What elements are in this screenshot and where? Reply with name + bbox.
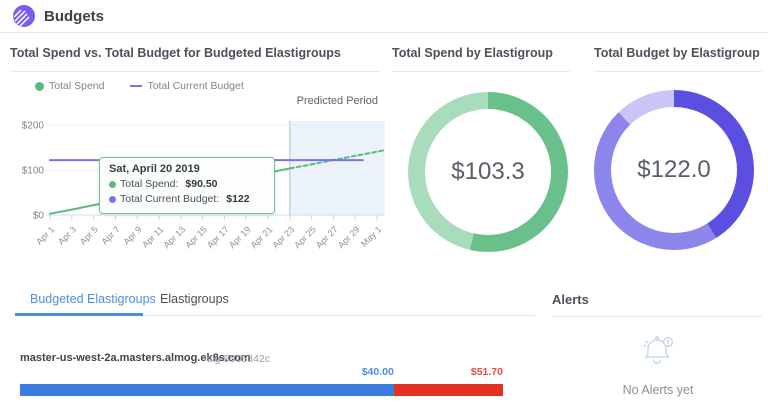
svg-text:Apr 27: Apr 27: [314, 224, 340, 250]
spend-vs-budget-title: Total Spend vs. Total Budget for Budgete…: [10, 46, 341, 60]
divider: [594, 71, 762, 72]
tooltip-spend-label: Total Spend:: [120, 178, 179, 190]
spend-bullet-icon: [109, 181, 116, 189]
svg-text:$0: $0: [33, 211, 45, 222]
svg-text:Apr 13: Apr 13: [161, 224, 187, 250]
legend-item-total-spend[interactable]: Total Spend: [35, 80, 104, 92]
tooltip-spend-value: $90.50: [185, 178, 218, 190]
alerts-empty-state: No Alerts yet: [552, 334, 764, 397]
divider: [552, 316, 762, 317]
over-amount-label: $51.70: [470, 366, 503, 378]
budget-bullet-icon: [109, 196, 116, 204]
app-header: Budgets: [0, 0, 768, 33]
budget-bar-over-segment: [393, 384, 503, 396]
divider: [10, 71, 380, 72]
svg-text:Apr 29: Apr 29: [336, 224, 362, 250]
alerts-title: Alerts: [552, 292, 589, 307]
spotinst-logo-icon: [13, 5, 35, 27]
legend-label: Total Spend: [49, 80, 105, 92]
total-budget-donut: $122.0: [594, 90, 754, 250]
elastigroup-sig: sig-5505342c: [207, 353, 271, 365]
svg-text:Apr 3: Apr 3: [56, 224, 78, 246]
no-alerts-text: No Alerts yet: [622, 383, 694, 397]
tab-elastigroups[interactable]: Elastigroups: [160, 292, 229, 306]
tooltip-budget-value: $122: [226, 193, 250, 206]
svg-text:Apr 19: Apr 19: [227, 224, 253, 250]
total-spend-value: $103.3: [425, 109, 551, 235]
budget-bar-spent-segment: [20, 384, 394, 396]
svg-text:Apr 25: Apr 25: [292, 224, 318, 250]
legend-label: Total Current Budget: [147, 80, 244, 92]
svg-text:Apr 1: Apr 1: [34, 224, 56, 246]
svg-text:Apr 23: Apr 23: [270, 224, 296, 250]
svg-text:May 1: May 1: [359, 224, 383, 248]
svg-text:Apr 21: Apr 21: [249, 224, 275, 250]
total-budget-title: Total Budget by Elastigroup: [594, 46, 760, 60]
page-title: Budgets: [44, 7, 104, 25]
svg-text:Apr 7: Apr 7: [100, 224, 122, 246]
total-spend-donut: $103.3: [408, 92, 568, 252]
divider: [392, 71, 570, 72]
svg-text:Apr 5: Apr 5: [78, 224, 100, 246]
svg-text:Apr 15: Apr 15: [183, 224, 209, 250]
spent-amount-label: $40.00: [361, 366, 394, 378]
chart-legend: Total Spend Total Current Budget: [35, 80, 244, 92]
svg-text:Apr 11: Apr 11: [140, 224, 165, 249]
total-budget-value: $122.0: [611, 107, 737, 233]
tooltip-budget-row: Total Current Budget: $122: [109, 192, 265, 207]
predicted-period-label: Predicted Period: [296, 95, 378, 107]
svg-text:$200: $200: [22, 121, 45, 132]
tooltip-budget-label: Total Current Budget:: [120, 193, 220, 206]
chart-tooltip: Sat, April 20 2019 Total Spend: $90.50 T…: [99, 157, 275, 215]
tab-budgeted-elastigroups[interactable]: Budgeted Elastigroups: [30, 292, 156, 306]
tooltip-date: Sat, April 20 2019: [109, 163, 200, 175]
svg-text:Apr 17: Apr 17: [205, 224, 231, 250]
budget-bar-labels: $40.00 $51.70: [20, 366, 503, 379]
tabs-divider: [15, 315, 535, 316]
total-spend-title: Total Spend by Elastigroup: [392, 46, 553, 60]
tooltip-spend-row: Total Spend: $90.50: [109, 177, 265, 192]
legend-dot-icon: [35, 81, 44, 91]
budget-usage-bar: [20, 384, 503, 396]
spend-budget-chart[interactable]: $0 $100 $200 Apr 1 Apr 3 Apr 5 Apr 7 Apr 9 Apr 1…: [0, 113, 390, 278]
legend-dash-icon: [130, 85, 143, 87]
bell-icon: [643, 336, 674, 364]
active-tab-underline: [15, 313, 143, 316]
svg-text:$100: $100: [22, 166, 45, 177]
elastigroup-name[interactable]: master-us-west-2a.masters.almog.ek8s.com: [20, 352, 251, 364]
legend-item-total-current-budget[interactable]: Total Current Budget: [130, 80, 244, 92]
